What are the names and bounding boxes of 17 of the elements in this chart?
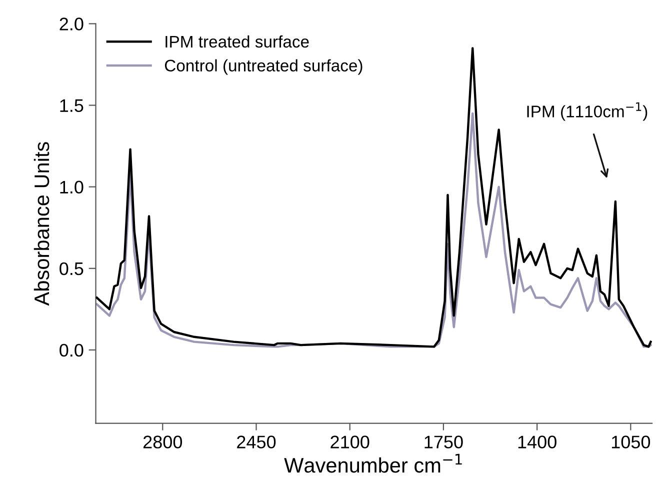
x-tick-label: 2450 bbox=[237, 436, 276, 448]
legend-label: Control (untreated surface) bbox=[164, 59, 362, 75]
y-tick-label: 1.5 bbox=[60, 99, 84, 112]
y-tick-label: 2.0 bbox=[60, 18, 84, 30]
x-tick-label: 1750 bbox=[424, 436, 463, 448]
y-tick-label: 1.0 bbox=[60, 180, 84, 194]
line-series bbox=[96, 47, 652, 348]
x-tick-label: 1400 bbox=[518, 436, 556, 448]
legend-label: IPM treated surface bbox=[166, 35, 309, 48]
annotation: IPM (1110cm$^{−1}$) bbox=[527, 102, 648, 121]
x-tick-label: 1050 bbox=[612, 436, 650, 448]
y-axis-title: Absorbance Units bbox=[34, 142, 50, 306]
y-tick-label: 0.5 bbox=[60, 262, 84, 276]
y-tick-label: 0.0 bbox=[60, 344, 84, 357]
x-tick-label: 2100 bbox=[330, 436, 370, 448]
x-axis-title: Wavenumber cm$^{−1}$ bbox=[284, 454, 462, 473]
x-tick-label: 2800 bbox=[143, 436, 182, 448]
